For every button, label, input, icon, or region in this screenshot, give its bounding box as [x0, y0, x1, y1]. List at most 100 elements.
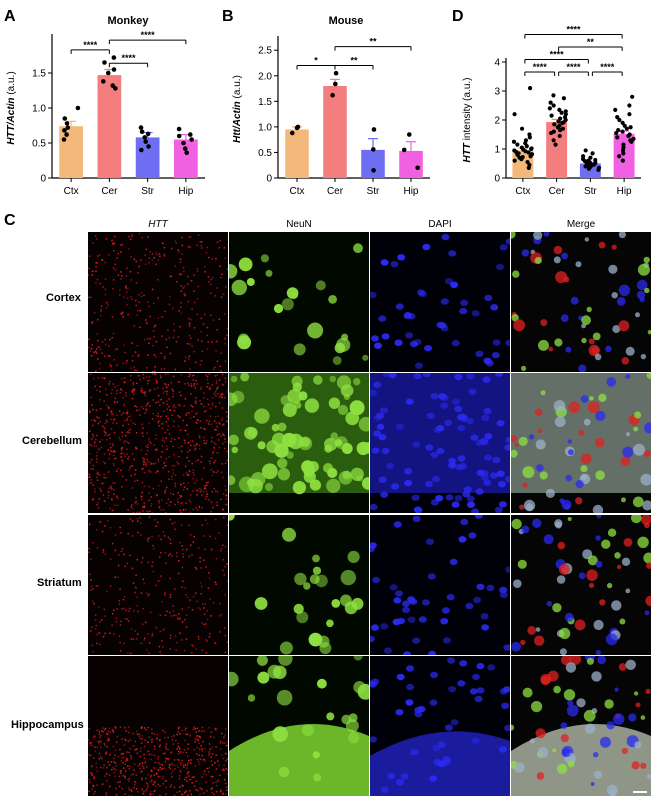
- y-axis-label-suffix: (a.u.): [6, 71, 17, 97]
- chart-title: Monkey: [108, 15, 150, 27]
- y-axis-label-italic: Htt/Actin: [232, 101, 243, 143]
- panel-letter-d: D: [452, 8, 464, 25]
- data-point: [580, 157, 586, 162]
- data-point: [615, 115, 620, 120]
- data-point: [333, 81, 338, 87]
- data-point: [549, 113, 554, 118]
- data-point: [62, 128, 67, 133]
- micrograph-texture: [88, 726, 228, 796]
- data-point: [184, 150, 190, 156]
- data-point: [406, 132, 412, 137]
- data-point: [553, 142, 558, 147]
- col-label-htt: HTT: [148, 219, 168, 230]
- data-point: [628, 138, 633, 143]
- data-point: [105, 70, 111, 76]
- data-point: [110, 83, 116, 88]
- data-point: [511, 139, 517, 144]
- data-point: [596, 165, 602, 170]
- x-tick-label: Str: [141, 186, 154, 197]
- data-point: [62, 116, 68, 121]
- micrograph-texture: [511, 373, 651, 513]
- data-point: [146, 144, 151, 149]
- data-point: [631, 136, 636, 141]
- micrograph-texture: [370, 373, 510, 513]
- data-point: [519, 145, 524, 150]
- micrograph-cortex-dapi: [370, 232, 510, 372]
- data-point: [620, 129, 625, 134]
- data-point: [593, 157, 598, 163]
- bar: [97, 75, 122, 178]
- data-point: [613, 107, 618, 112]
- row-label-cortex: Cortex: [46, 292, 81, 304]
- y-axis-label-suffix: (a.u.): [232, 75, 243, 101]
- micrograph-cerebellum-merge: [511, 373, 651, 513]
- y-tick-label: 1.5: [258, 97, 272, 108]
- data-point: [145, 131, 151, 137]
- bar: [361, 149, 385, 178]
- micrograph-hippocampus-htt: [88, 656, 228, 796]
- micrograph-texture: [511, 515, 651, 655]
- data-point: [590, 151, 595, 156]
- col-label-dapi: DAPI: [428, 219, 452, 230]
- y-tick-label: 0: [494, 174, 500, 185]
- y-tick-label: 0: [40, 174, 46, 185]
- data-point: [552, 122, 557, 127]
- data-point: [621, 145, 626, 150]
- y-axis-label-suffix: intensity (a.u.): [462, 77, 473, 143]
- bar: [323, 86, 347, 178]
- data-point: [620, 158, 625, 163]
- micrograph-texture: [229, 656, 369, 796]
- data-point: [630, 94, 635, 99]
- data-point: [139, 129, 145, 135]
- micrograph-cerebellum-neun: [229, 373, 369, 513]
- bar: [174, 139, 198, 178]
- data-point: [627, 103, 632, 108]
- micrograph-striatum-dapi: [370, 515, 510, 655]
- micrograph-hippocampus-dapi: [370, 656, 510, 796]
- x-tick-label: Str: [584, 186, 597, 197]
- data-point: [512, 112, 517, 117]
- scale-bar: [633, 791, 647, 793]
- row-label-striatum: Striatum: [37, 577, 82, 589]
- data-point: [627, 112, 632, 117]
- significance-label: ****: [600, 62, 615, 72]
- data-point: [557, 107, 562, 112]
- data-point: [75, 105, 81, 111]
- micrograph-texture: [88, 232, 228, 372]
- data-point: [560, 126, 566, 131]
- micrograph-striatum-merge: [511, 515, 651, 655]
- x-tick-label: Cer: [327, 186, 344, 197]
- micrograph-cortex-neun: [229, 232, 369, 372]
- data-point: [557, 123, 562, 128]
- panel-letter-c: C: [4, 212, 16, 229]
- micrograph-cortex-htt: [88, 232, 228, 372]
- y-tick-label: 1: [494, 145, 500, 156]
- significance-label: ****: [566, 62, 581, 72]
- y-axis-label: HTT intensity (a.u.): [462, 77, 473, 162]
- micrograph-cerebellum-htt: [88, 373, 228, 513]
- micrograph-texture: [370, 515, 510, 655]
- significance-label: *: [314, 56, 318, 66]
- data-point: [182, 146, 188, 151]
- data-point: [561, 96, 567, 101]
- data-point: [64, 121, 70, 126]
- bar: [285, 129, 309, 178]
- y-tick-label: 1.0: [258, 122, 272, 133]
- data-point: [176, 133, 182, 139]
- data-point: [551, 103, 556, 108]
- data-point: [622, 123, 627, 128]
- data-point: [142, 135, 148, 140]
- y-axis-label-italic: HTT: [462, 142, 473, 162]
- data-point: [61, 137, 67, 142]
- micrograph-texture: [511, 656, 651, 796]
- data-point: [615, 135, 620, 140]
- data-point: [371, 168, 376, 173]
- data-point: [143, 139, 148, 144]
- data-point: [187, 132, 193, 137]
- data-point: [371, 147, 376, 152]
- data-point: [628, 125, 633, 130]
- data-point: [527, 86, 533, 91]
- data-point: [512, 158, 517, 163]
- significance-label: ****: [550, 50, 565, 60]
